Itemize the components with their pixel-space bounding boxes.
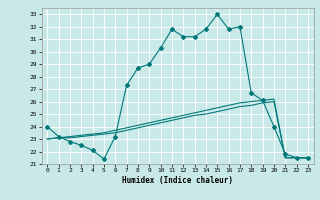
X-axis label: Humidex (Indice chaleur): Humidex (Indice chaleur)	[122, 176, 233, 185]
